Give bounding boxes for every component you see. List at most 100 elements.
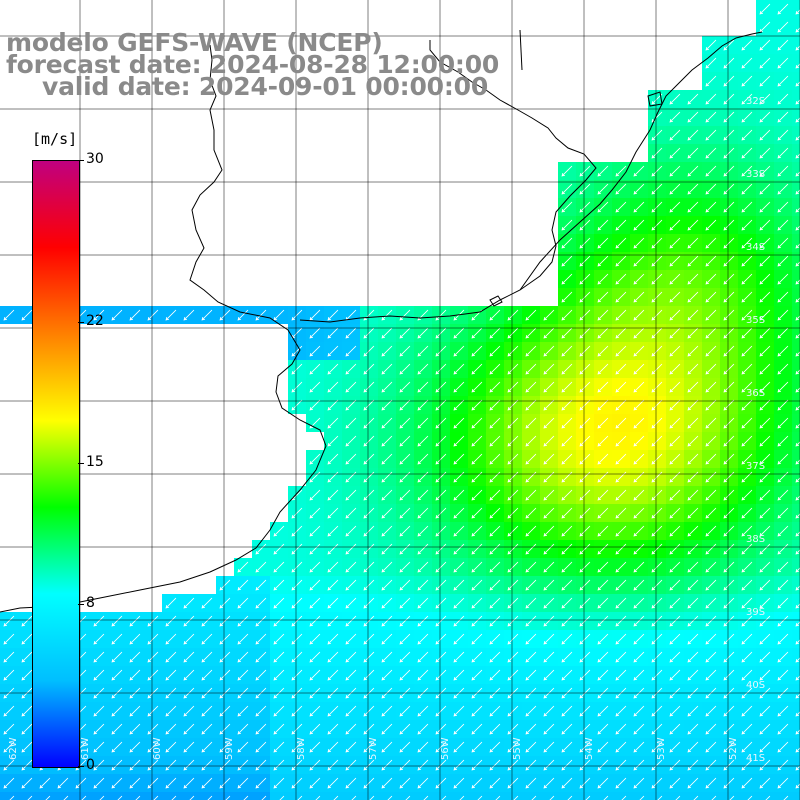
wind-arrow: [345, 435, 357, 447]
wind-arrow: [633, 237, 645, 249]
wind-arrow: [705, 129, 717, 141]
wind-arrow: [543, 633, 555, 645]
wind-arrow: [651, 633, 663, 645]
wind-arrow: [309, 579, 321, 591]
wind-arrow: [549, 795, 555, 800]
wind-arrow: [795, 315, 800, 321]
wind-arrow: [399, 579, 411, 591]
wind-arrow: [255, 759, 267, 771]
wind-arrow: [471, 723, 483, 735]
wind-arrow: [345, 705, 357, 717]
wind-cell: [792, 792, 800, 800]
wind-cell: [792, 414, 800, 432]
latitude-label: 38S: [746, 534, 765, 545]
wind-arrow: [759, 723, 771, 735]
wind-arrow: [3, 669, 15, 681]
wind-arrow: [705, 75, 717, 87]
wind-arrow: [777, 345, 789, 357]
wind-cell: [486, 792, 504, 800]
wind-arrow: [741, 309, 753, 321]
wind-arrow: [705, 561, 717, 573]
wind-arrow: [291, 561, 303, 573]
wind-arrow: [795, 45, 800, 51]
wind-arrow: [777, 507, 789, 519]
wind-arrow: [525, 777, 537, 789]
wind-arrow: [669, 165, 681, 177]
wind-cell: [792, 18, 800, 36]
wind-cell: [558, 792, 576, 800]
wind-arrow: [471, 525, 483, 537]
wind-arrow: [795, 261, 800, 267]
wind-arrow: [687, 381, 699, 393]
wind-cell: [792, 540, 800, 558]
wind-arrow: [543, 777, 555, 789]
wind-arrow: [237, 309, 249, 321]
wind-arrow: [363, 615, 375, 627]
wind-arrow: [399, 327, 411, 339]
wind-arrow: [687, 759, 699, 771]
wind-arrow: [795, 297, 800, 303]
wind-arrow: [435, 741, 447, 753]
wind-arrow: [633, 453, 645, 465]
wind-arrow: [651, 507, 663, 519]
wind-arrow: [723, 543, 735, 555]
wind-arrow: [381, 651, 393, 663]
wind-arrow: [615, 741, 627, 753]
wind-arrow: [399, 651, 411, 663]
wind-arrow: [543, 615, 555, 627]
wind-arrow: [795, 549, 800, 555]
wind-arrow: [147, 723, 159, 735]
wind-arrow: [651, 273, 663, 285]
wind-arrow: [273, 759, 285, 771]
wind-arrow: [327, 471, 339, 483]
wind-arrow: [615, 363, 627, 375]
wind-arrow: [651, 255, 663, 267]
wind-cell: [774, 792, 792, 800]
wind-arrow: [183, 741, 195, 753]
wind-arrow: [255, 777, 267, 789]
wind-arrow: [489, 417, 501, 429]
wind-arrow: [741, 273, 753, 285]
wind-arrow: [669, 561, 681, 573]
wind-arrow: [759, 453, 771, 465]
wind-arrow: [327, 417, 339, 429]
wind-cell: [792, 162, 800, 180]
wind-arrow: [621, 795, 627, 800]
wind-arrow: [741, 597, 753, 609]
wind-arrow: [687, 633, 699, 645]
wind-arrow: [525, 561, 537, 573]
wind-cell: [648, 792, 666, 800]
wind-arrow: [741, 453, 753, 465]
wind-arrow: [111, 669, 123, 681]
wind-arrow: [507, 777, 519, 789]
wind-arrow: [381, 345, 393, 357]
wind-arrow: [723, 615, 735, 627]
wind-arrow: [705, 759, 717, 771]
wind-arrow: [633, 183, 645, 195]
wind-arrow: [759, 345, 771, 357]
wind-arrow: [525, 471, 537, 483]
wind-arrow: [381, 525, 393, 537]
wind-arrow: [513, 795, 519, 800]
wind-arrow: [687, 525, 699, 537]
wind-arrow: [795, 405, 800, 411]
wind-arrow: [417, 741, 429, 753]
wind-arrow: [741, 345, 753, 357]
wind-arrow: [3, 777, 15, 789]
wind-arrow: [651, 525, 663, 537]
wind-arrow: [723, 471, 735, 483]
wind-arrow: [327, 615, 339, 627]
wind-arrow: [561, 417, 573, 429]
wind-arrow: [579, 219, 591, 231]
wind-arrow: [795, 243, 800, 249]
wind-arrow: [273, 615, 285, 627]
wind-arrow: [507, 615, 519, 627]
wind-arrow: [705, 363, 717, 375]
wind-arrow: [435, 327, 447, 339]
wind-cell: [684, 792, 702, 800]
wind-arrow: [507, 471, 519, 483]
wind-arrow: [633, 597, 645, 609]
wind-arrow: [453, 453, 465, 465]
wind-arrow: [435, 651, 447, 663]
wind-arrow: [777, 255, 789, 267]
